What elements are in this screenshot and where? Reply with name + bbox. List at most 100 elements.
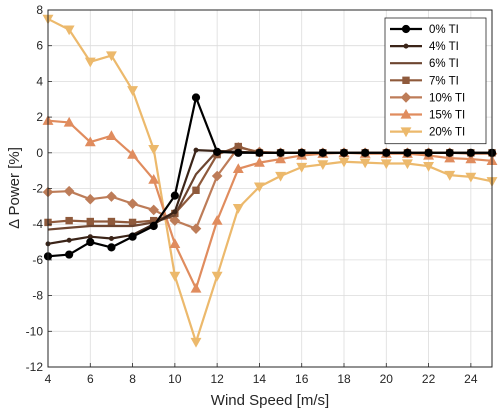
- data-point: [86, 237, 95, 247]
- data-point: [276, 148, 285, 157]
- legend-marker: [401, 24, 411, 34]
- data-point: [275, 171, 287, 182]
- legend-item: 7% TI: [390, 75, 459, 87]
- data-point: [382, 148, 391, 157]
- data-point: [65, 216, 73, 225]
- x-tick-label: 12: [210, 372, 224, 386]
- data-point: [465, 172, 477, 183]
- y-tick-label: 4: [36, 74, 43, 88]
- data-point: [128, 232, 137, 241]
- y-tick-label: -6: [32, 253, 43, 267]
- y-tick-label: -8: [32, 289, 43, 303]
- data-point: [106, 191, 117, 202]
- data-point: [190, 223, 202, 234]
- data-point: [193, 147, 199, 153]
- y-tick-label: -12: [26, 360, 44, 374]
- data-point: [444, 170, 456, 181]
- data-point: [107, 217, 116, 226]
- x-tick-label: 14: [253, 372, 267, 386]
- data-point: [148, 204, 160, 216]
- x-tick-label: 18: [337, 372, 351, 386]
- x-tick-label: 6: [87, 372, 94, 386]
- y-axis: -12 -10 -8 -6 -4 -2 0 2 4 6 8: [26, 3, 52, 374]
- x-tick-label: 10: [168, 372, 182, 386]
- data-point: [213, 147, 222, 157]
- series-line: [47, 96, 492, 258]
- legend-item: 4% TI: [390, 41, 459, 53]
- data-point: [253, 182, 265, 193]
- legend-item: 15% TI: [390, 108, 465, 122]
- data-point: [107, 243, 116, 252]
- data-point: [108, 235, 114, 241]
- data-point: [65, 250, 74, 259]
- y-tick-label: -10: [26, 324, 44, 338]
- data-point: [296, 162, 308, 173]
- data-point: [211, 215, 223, 225]
- data-point: [466, 148, 475, 157]
- data-point: [148, 145, 160, 155]
- data-point: [191, 93, 201, 102]
- legend-label: 7% TI: [429, 75, 459, 87]
- data-point: [148, 173, 160, 184]
- y-tick-label: 2: [36, 110, 43, 124]
- data-point: [63, 25, 75, 36]
- legend-marker: [403, 43, 409, 49]
- legend-item: 20% TI: [390, 127, 465, 139]
- data-point: [63, 185, 75, 197]
- data-point: [149, 221, 158, 231]
- series-20-ti: [42, 14, 498, 348]
- data-point: [423, 162, 435, 172]
- data-point: [339, 148, 349, 157]
- data-point: [234, 148, 243, 157]
- x-tick-label: 20: [380, 372, 394, 386]
- data-point: [127, 86, 139, 96]
- data-point: [318, 148, 327, 157]
- data-point: [127, 148, 139, 159]
- legend: 0% TI 4% TI 6% TI 7% TI 10% TI 15% TI 20% TI: [384, 17, 487, 145]
- data-point: [63, 116, 75, 127]
- series-line: [47, 119, 493, 290]
- data-point: [380, 159, 392, 170]
- data-point: [190, 282, 202, 293]
- data-point: [105, 130, 117, 141]
- data-point: [172, 209, 178, 215]
- data-point: [211, 170, 223, 182]
- data-point: [169, 215, 181, 226]
- data-point: [105, 51, 117, 62]
- series-layer: [42, 14, 498, 348]
- data-point: [84, 193, 96, 205]
- y-tick-label: 0: [36, 146, 43, 160]
- legend-item: 6% TI: [390, 58, 459, 70]
- data-point: [169, 271, 181, 282]
- legend-item: 0% TI: [390, 24, 459, 36]
- x-tick-label: 22: [422, 372, 436, 386]
- x-axis-label: Wind Speed [m/s]: [211, 392, 329, 409]
- y-tick-label: 8: [36, 3, 43, 17]
- data-point: [127, 198, 138, 209]
- legend-label: 20% TI: [429, 127, 465, 139]
- data-point: [359, 158, 371, 169]
- y-tick-label: 6: [36, 39, 43, 53]
- data-point: [275, 153, 287, 164]
- series-line: [47, 17, 493, 344]
- legend-marker: [400, 108, 412, 119]
- data-point: [232, 163, 244, 174]
- data-point: [255, 148, 264, 157]
- legend-label: 6% TI: [429, 58, 459, 70]
- data-point: [211, 271, 223, 282]
- data-point: [253, 156, 265, 167]
- x-tick-label: 16: [295, 372, 309, 386]
- x-tick-label: 4: [45, 372, 52, 386]
- data-point: [86, 217, 94, 226]
- data-point: [403, 148, 412, 157]
- legend-marker: [400, 127, 412, 138]
- data-point: [361, 148, 370, 157]
- data-point: [66, 237, 72, 243]
- legend-marker: [400, 92, 412, 103]
- legend-marker: [402, 76, 410, 84]
- y-tick-label: -2: [32, 182, 43, 196]
- data-point: [169, 238, 181, 249]
- x-axis: 4 6 8 10 12 14 16 18 20 22 24: [45, 363, 478, 386]
- data-point: [170, 191, 179, 200]
